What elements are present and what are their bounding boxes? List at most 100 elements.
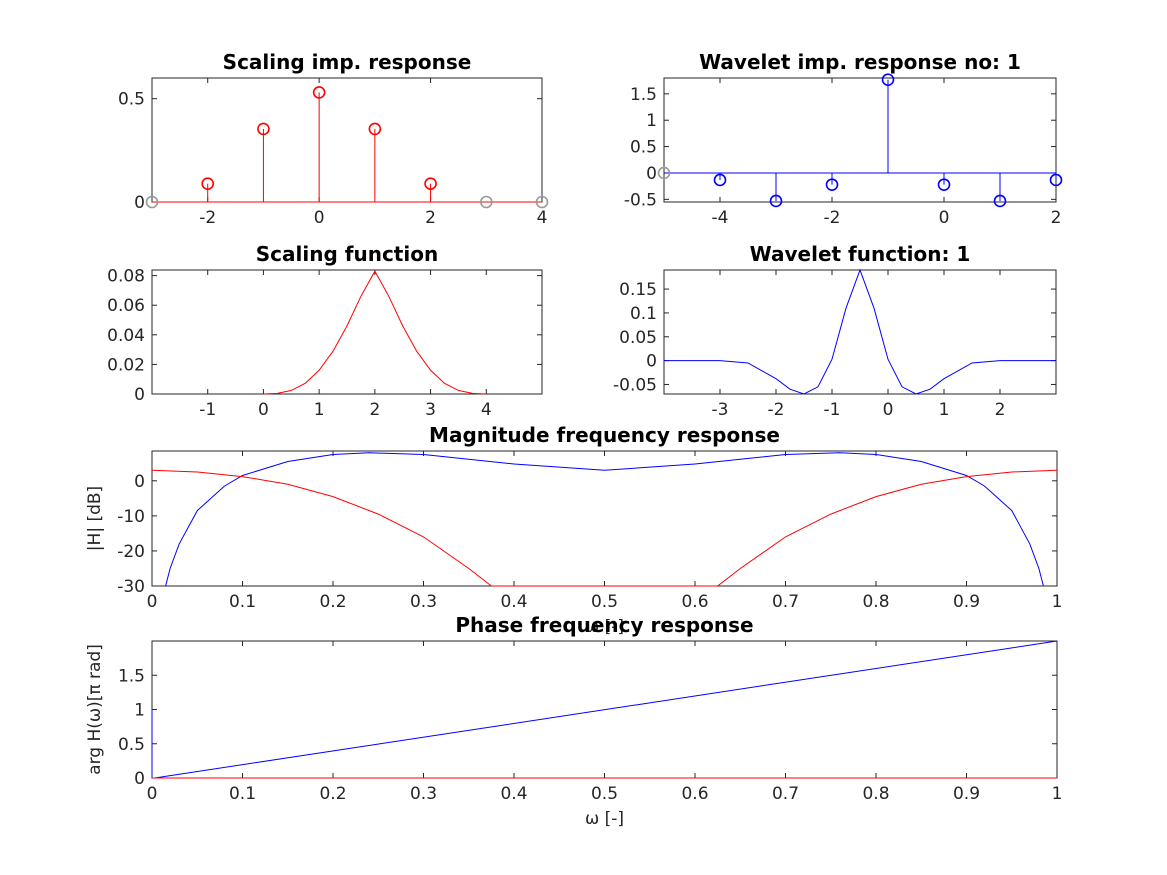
axes-3: -3 -2 -1 0 1 2 -0.05 0 0.05 0.1 0.15 Wavelet functi… (613, 242, 1057, 420)
axes-0: -2 0 2 4 0 0.5 Scaling imp. response (118, 50, 549, 228)
y-tick-label: 1.5 (630, 85, 657, 105)
x-tick-label: 0 (147, 592, 158, 612)
y-tick-label: 0.04 (107, 326, 145, 346)
chart-title: Scaling function (256, 242, 438, 266)
x-tick-label: -3 (712, 400, 729, 420)
x-tick-label: 0.8 (862, 784, 889, 804)
y-tick-label: 0.5 (630, 138, 657, 158)
x-tick-label: 0 (147, 784, 158, 804)
stem-marker (881, 73, 895, 86)
stem-marker (479, 195, 493, 209)
y-tick-label: 0 (646, 164, 657, 184)
y-axis-label: |H| [dB] (85, 486, 105, 551)
x-tick-label: 0.3 (410, 784, 437, 804)
stem-marker (145, 195, 159, 209)
y-tick-label: 1 (646, 111, 657, 131)
y-tick-label: 0 (134, 472, 145, 492)
x-tick-label: 2 (369, 400, 380, 420)
stem-marker (825, 178, 839, 191)
chart-title: Wavelet imp. response no: 1 (699, 50, 1021, 74)
y-tick-label: 0.5 (118, 735, 145, 755)
series-group (664, 268, 1056, 395)
axes-frame (151, 269, 543, 395)
chart-title: Magnitude frequency response (429, 423, 780, 447)
y-tick-label: 1 (134, 701, 145, 721)
x-tick-label: 2 (425, 208, 436, 228)
x-axis-label: ω [-] (585, 809, 624, 829)
x-tick-label: -1 (199, 400, 216, 420)
x-tick-label: 0.4 (500, 784, 527, 804)
series-line (151, 469, 1058, 587)
x-tick-label: 2 (995, 400, 1006, 420)
stem-marker (657, 166, 671, 180)
x-tick-label: 0.2 (319, 784, 346, 804)
x-tick-label: 0.3 (410, 592, 437, 612)
x-tick-label: 2 (1051, 208, 1062, 228)
stem-marker (257, 122, 270, 136)
x-tick-label: 0 (939, 208, 950, 228)
x-tick-label: 0.7 (772, 784, 799, 804)
x-tick-label: -2 (824, 208, 841, 228)
x-tick-label: 0.1 (229, 784, 256, 804)
axes-4: 0 0.1 0.2 0.3 0.4 0.5 0.6 0.7 0.8 0.9 1 -30 -20 -10 0 M… (85, 423, 1062, 637)
x-tick-label: -4 (712, 208, 729, 228)
x-tick-label: 0.5 (591, 784, 618, 804)
series-line (664, 268, 1056, 395)
axes-5: 0 0.1 0.2 0.3 0.4 0.5 0.6 0.7 0.8 0.9 1 0 0.5 1 1.5 Pha… (85, 613, 1062, 829)
y-tick-label: 0 (134, 769, 145, 789)
x-tick-label: 0.6 (681, 592, 708, 612)
stem-marker (937, 178, 951, 191)
y-tick-label: 0 (134, 385, 145, 405)
y-tick-label: 0.02 (107, 355, 145, 375)
y-tick-label: -20 (117, 542, 145, 562)
series-group (151, 452, 1058, 587)
x-tick-label: 1 (939, 400, 950, 420)
stem-marker (769, 194, 783, 208)
x-tick-label: 0.9 (953, 592, 980, 612)
series-line (165, 452, 1044, 587)
x-tick-label: -1 (824, 400, 841, 420)
x-tick-label: 0.2 (319, 592, 346, 612)
stem-marker (424, 177, 437, 191)
series-line (263, 270, 487, 395)
x-tick-label: 1 (1052, 784, 1063, 804)
x-tick-label: 0.7 (772, 592, 799, 612)
x-tick-label: 0 (258, 400, 269, 420)
y-tick-label: 0.05 (619, 328, 657, 348)
x-tick-label: 4 (537, 208, 548, 228)
y-tick-label: -0.5 (624, 190, 657, 210)
stem-marker (713, 173, 727, 187)
stem-marker (535, 195, 549, 209)
y-tick-label: 0.15 (619, 280, 657, 300)
y-axis-label: arg H(ω)[π rad] (85, 644, 105, 775)
axes-1: -4 -2 0 2 -0.5 0 0.5 1 1.5 Wavelet imp. response … (624, 50, 1063, 228)
y-tick-label: 0 (134, 193, 145, 213)
x-tick-label: 0 (883, 400, 894, 420)
axes-2: -1 0 1 2 3 4 0 0.02 0.04 0.06 0.08 Scaling function (107, 242, 543, 420)
y-tick-label: 0.08 (107, 267, 145, 287)
x-tick-label: 1 (1052, 592, 1063, 612)
x-tick-label: 1 (314, 400, 325, 420)
series-group (263, 270, 487, 395)
x-tick-label: 0 (314, 208, 325, 228)
x-axis-label: ω [-] (585, 617, 624, 637)
x-tick-label: 0.5 (591, 592, 618, 612)
stem-marker (368, 122, 382, 136)
x-tick-label: 0.1 (229, 592, 256, 612)
axes-frame (663, 77, 1057, 203)
x-tick-label: 3 (425, 400, 436, 420)
stem-marker (201, 177, 215, 191)
y-tick-label: 0.5 (118, 90, 145, 110)
x-tick-label: -2 (768, 400, 785, 420)
series-group (657, 73, 1063, 208)
y-tick-label: 0.06 (107, 296, 145, 316)
stem-marker (312, 86, 326, 99)
y-tick-label: -30 (117, 577, 145, 597)
y-tick-label: 0 (646, 352, 657, 372)
stem-marker (1049, 173, 1063, 187)
y-tick-label: -0.05 (613, 375, 657, 395)
x-tick-label: 0.8 (862, 592, 889, 612)
